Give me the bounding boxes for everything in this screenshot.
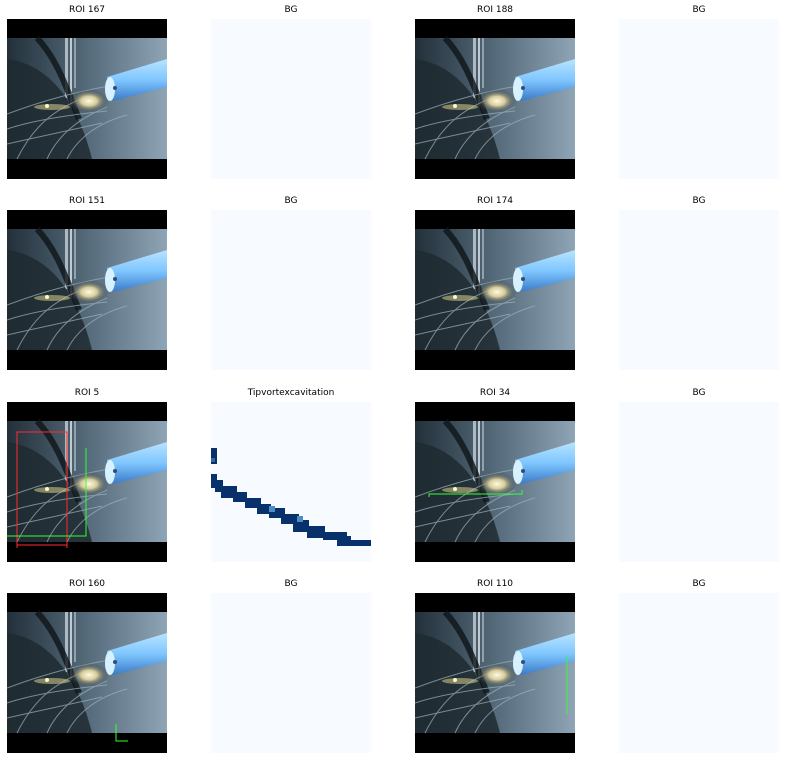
panel-title: BG [284,579,298,589]
roi-image [7,402,167,562]
panel-title: BG [692,388,706,398]
mask-image [211,402,371,562]
roi-image [415,19,575,179]
panel-title: ROI 151 [68,196,106,206]
panel-title: BG [692,196,706,206]
vortex-mask [211,448,371,546]
roi-overlay [428,490,523,497]
roi-image [415,402,575,562]
panel-title: ROI 160 [68,579,106,589]
roi-image [7,593,167,753]
roi-overlay [7,431,87,548]
mask-image [211,210,371,370]
panel-title: ROI 188 [476,5,514,15]
roi-image [7,210,167,370]
panel-title: ROI 5 [74,388,100,398]
panel-title: Tipvortexcavitation [247,388,335,398]
mask-image [619,19,779,179]
panel-title: ROI 34 [479,388,511,398]
panel-title: BG [284,5,298,15]
panel-title: ROI 174 [476,196,514,206]
roi-image [415,210,575,370]
roi-image [415,593,575,753]
mask-image [619,402,779,562]
panel-title: ROI 110 [476,579,514,589]
panel-title: BG [692,5,706,15]
mask-image [619,593,779,753]
panel-title: ROI 167 [68,5,106,15]
panel-title: BG [284,196,298,206]
mask-image [211,19,371,179]
panel-title: BG [692,579,706,589]
roi-image [7,19,167,179]
mask-image [619,210,779,370]
mask-image [211,593,371,753]
roi-overlay [115,724,128,742]
